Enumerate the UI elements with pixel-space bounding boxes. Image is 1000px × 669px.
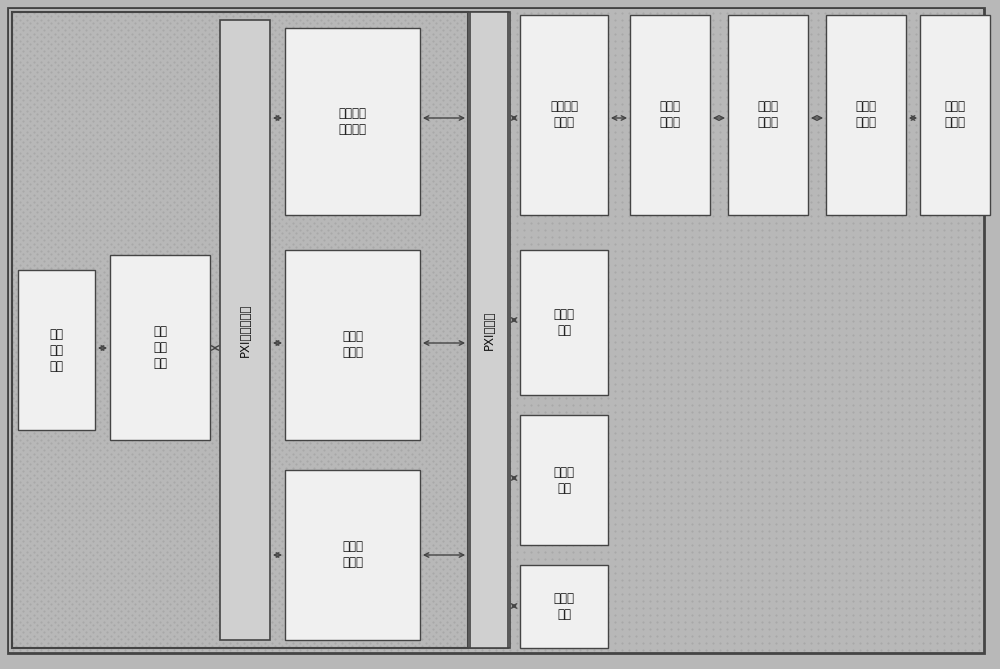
Bar: [285, 28, 420, 215]
Bar: [826, 15, 906, 215]
Text: 视频滤
波模块: 视频滤 波模块: [856, 100, 876, 130]
Text: 耐辐射
摄象机: 耐辐射 摄象机: [944, 100, 966, 130]
Bar: [468, 12, 510, 648]
Bar: [285, 250, 420, 440]
Text: 字符叠
加卡: 字符叠 加卡: [554, 308, 574, 337]
Bar: [470, 12, 508, 648]
Bar: [920, 15, 990, 215]
Text: 灯光控
制器: 灯光控 制器: [554, 466, 574, 494]
Bar: [520, 250, 608, 395]
Text: PXI中央控制器: PXI中央控制器: [239, 303, 252, 357]
Text: 图像压
缩模块: 图像压 缩模块: [342, 541, 363, 569]
Text: 图象
处理
系统: 图象 处理 系统: [153, 325, 167, 370]
Bar: [18, 270, 95, 430]
Text: 用户
操作
系统: 用户 操作 系统: [50, 328, 64, 373]
Text: 视频调
理模块: 视频调 理模块: [758, 100, 778, 130]
Bar: [110, 255, 210, 440]
Text: 图象实时
采集模块: 图象实时 采集模块: [338, 107, 366, 136]
Text: 图像压
缩卡: 图像压 缩卡: [554, 592, 574, 621]
Bar: [630, 15, 710, 215]
Text: PXI控制板: PXI控制板: [482, 310, 496, 350]
Bar: [520, 15, 608, 215]
Bar: [728, 15, 808, 215]
Bar: [285, 470, 420, 640]
Bar: [520, 415, 608, 545]
Bar: [520, 565, 608, 648]
Text: 字符叠
加模块: 字符叠 加模块: [342, 330, 363, 359]
Text: 视频放
大模块: 视频放 大模块: [660, 100, 680, 130]
Bar: [220, 20, 270, 640]
Bar: [12, 12, 468, 648]
Text: 图象实时
采集卡: 图象实时 采集卡: [550, 100, 578, 130]
Bar: [12, 12, 468, 648]
